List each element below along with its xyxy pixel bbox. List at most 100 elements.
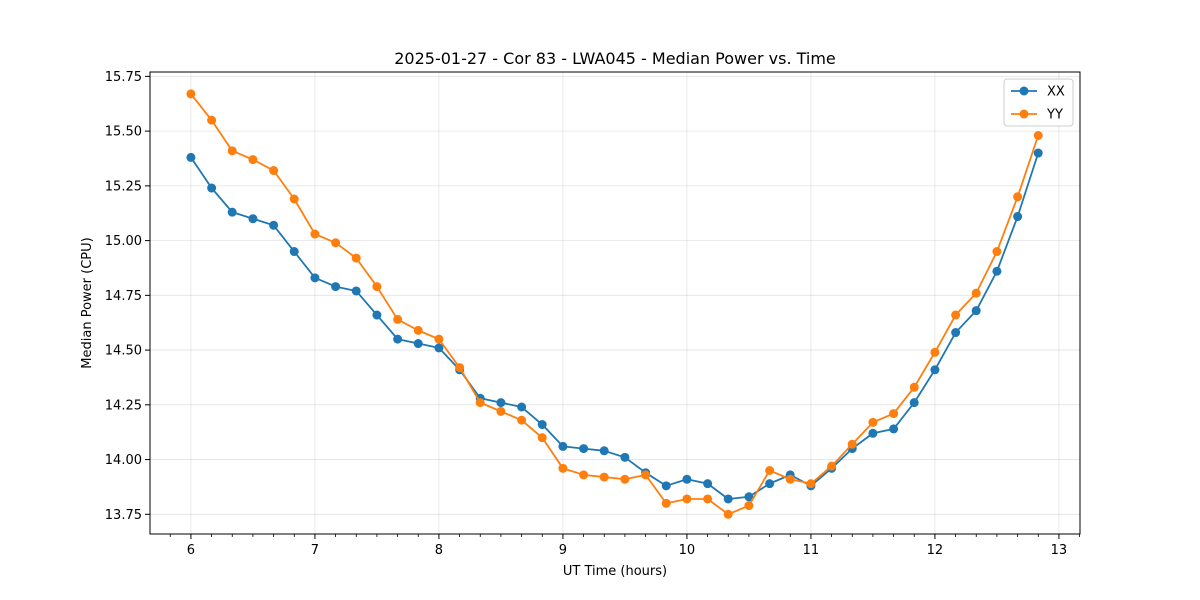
data-point-yy (682, 494, 692, 504)
x-tick-label: 6 (187, 543, 195, 558)
data-point-xx (951, 328, 961, 338)
data-point-yy (269, 166, 279, 176)
data-point-yy (827, 461, 837, 471)
data-point-yy (599, 472, 609, 482)
data-point-xx (1013, 212, 1023, 222)
y-tick-label: 15.50 (105, 125, 142, 140)
data-point-xx (393, 334, 403, 344)
data-point-yy (620, 474, 630, 484)
y-axis-title: Median Power (CPU) (80, 237, 95, 368)
y-tick-label: 14.00 (105, 453, 142, 468)
x-tick-label: 13 (1051, 543, 1068, 558)
legend-label-xx: XX (1047, 85, 1065, 100)
data-point-xx (289, 247, 299, 257)
data-point-yy (537, 433, 547, 443)
data-point-yy (744, 501, 754, 511)
data-point-yy (641, 470, 651, 480)
data-point-xx (351, 286, 361, 296)
data-point-xx (909, 398, 919, 408)
data-point-yy (951, 310, 961, 320)
y-tick-label: 13.75 (105, 508, 142, 523)
grid (150, 72, 1080, 534)
data-point-yy (186, 89, 196, 99)
legend-marker-xx (1019, 86, 1029, 96)
plot-frame (149, 71, 1081, 535)
data-point-xx (558, 441, 568, 451)
data-point-xx (207, 183, 217, 193)
data-point-yy (847, 439, 857, 449)
data-point-xx (413, 339, 423, 349)
data-point-yy (455, 363, 465, 373)
x-tick-label: 8 (435, 543, 443, 558)
data-point-yy (393, 314, 403, 324)
data-point-yy (289, 194, 299, 204)
data-point-yy (1013, 192, 1023, 202)
data-point-xx (496, 398, 506, 408)
data-point-xx (703, 479, 713, 489)
data-point-xx (248, 214, 258, 224)
y-tick-label: 15.00 (105, 234, 142, 249)
data-point-yy (909, 382, 919, 392)
legend-label-yy: YY (1046, 108, 1063, 123)
data-point-yy (517, 415, 527, 425)
data-point-xx (992, 266, 1002, 276)
data-point-yy (248, 155, 258, 165)
data-point-yy (351, 253, 361, 263)
data-point-xx (517, 402, 527, 412)
y-tick-label: 14.25 (105, 398, 142, 413)
data-point-xx (682, 474, 692, 484)
data-point-yy (703, 494, 713, 504)
data-point-yy (227, 146, 237, 156)
data-point-yy (868, 417, 878, 427)
data-point-xx (620, 452, 630, 462)
data-point-xx (889, 424, 899, 434)
data-point-xx (372, 310, 382, 320)
data-point-yy (434, 334, 444, 344)
data-point-xx (537, 420, 547, 430)
x-tick-label: 12 (927, 543, 944, 558)
data-point-xx (868, 428, 878, 438)
data-point-xx (227, 207, 237, 217)
data-point-yy (930, 347, 940, 357)
data-point-yy (207, 115, 217, 125)
data-point-xx (331, 282, 341, 292)
data-point-xx (310, 273, 320, 283)
x-tick-label: 7 (311, 543, 319, 558)
data-point-xx (744, 492, 754, 502)
data-point-xx (661, 481, 671, 491)
data-point-yy (475, 398, 485, 408)
data-point-xx (579, 444, 589, 454)
data-point-yy (971, 288, 981, 298)
x-tick-label: 10 (679, 543, 696, 558)
data-point-yy (413, 325, 423, 335)
legend: XX YY (1003, 78, 1074, 127)
legend-marker-yy (1019, 109, 1029, 119)
x-tick-label: 11 (803, 543, 820, 558)
data-point-xx (930, 365, 940, 375)
data-point-yy (806, 479, 816, 489)
data-point-yy (889, 409, 899, 419)
x-tick-label: 9 (559, 543, 567, 558)
data-point-xx (186, 152, 196, 162)
chart-title: 2025-01-27 - Cor 83 - LWA045 - Median Po… (394, 49, 836, 68)
axes: 6 7 8 9 10 11 12 13 13.75 14.00 14.25 14.50 14.75 15.… (105, 70, 1080, 558)
data-point-xx (434, 343, 444, 353)
data-point-xx (723, 494, 733, 504)
data-point-xx (1033, 148, 1043, 158)
y-tick-label: 14.50 (105, 344, 142, 359)
data-point-yy (310, 229, 320, 239)
data-point-yy (579, 470, 589, 480)
data-point-yy (765, 466, 775, 476)
y-tick-label: 15.75 (105, 70, 142, 85)
data-point-xx (269, 220, 279, 230)
data-point-xx (971, 306, 981, 316)
data-point-xx (765, 479, 775, 489)
data-point-yy (785, 474, 795, 484)
data-point-yy (723, 509, 733, 519)
data-point-yy (331, 238, 341, 248)
data-point-yy (661, 498, 671, 508)
data-point-yy (558, 463, 568, 473)
